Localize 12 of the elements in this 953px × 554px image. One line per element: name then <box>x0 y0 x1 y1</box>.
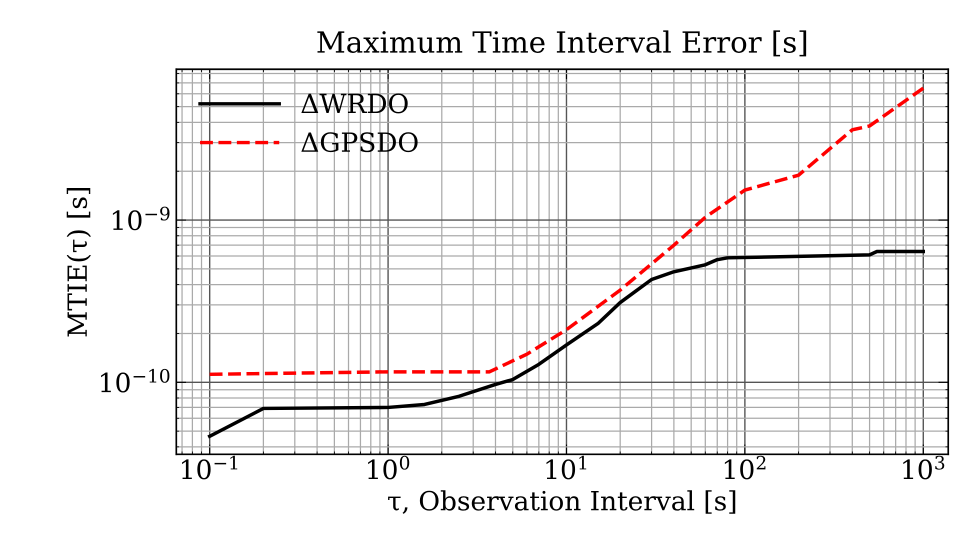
y-axis-title: MTIE(τ) [s] <box>66 188 91 336</box>
chart-title: Maximum Time Interval Error [s] <box>317 30 806 56</box>
x-tick-label: 10$^{3}$ <box>903 456 944 480</box>
y-tick-label: 10$^{−9}$ <box>112 206 170 230</box>
x-tick-label: 10$^{1}$ <box>546 456 586 480</box>
legend-label: ΔWRDO <box>301 93 408 114</box>
x-tick-label: 10$^{−1}$ <box>182 456 238 480</box>
x-tick-label: 10$^{0}$ <box>368 456 410 480</box>
x-tick-label: 10$^{2}$ <box>724 456 766 480</box>
legend-label: ΔGPSDO <box>301 132 418 152</box>
x-axis-title: τ, Observation Interval [s] <box>388 490 736 514</box>
y-tick-label: 10$^{−10}$ <box>101 368 170 393</box>
